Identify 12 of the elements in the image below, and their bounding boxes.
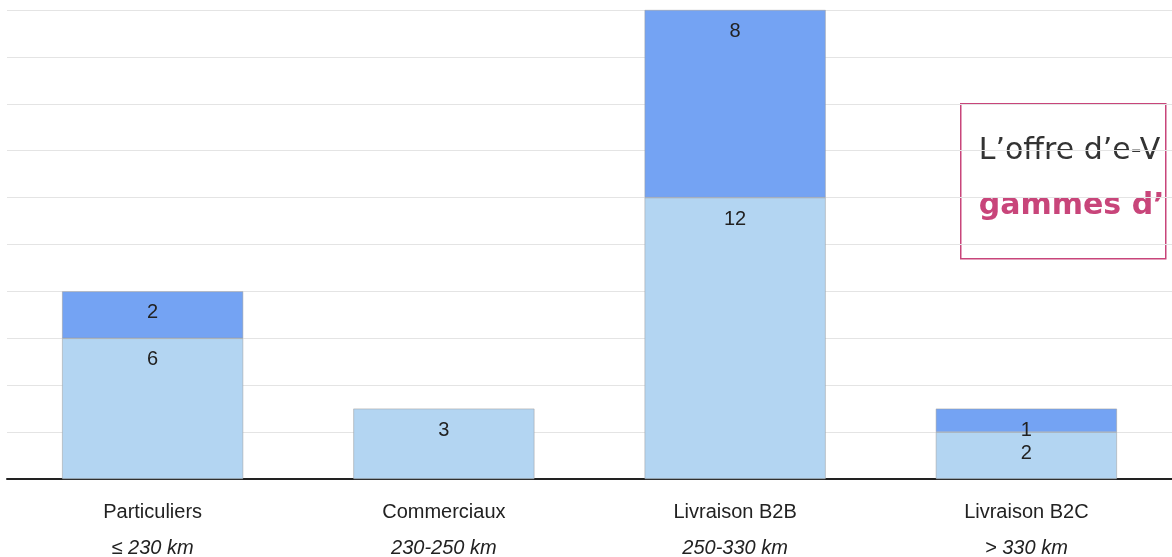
- data-label: 12: [724, 206, 747, 229]
- x-tick-label: Commerciaux 230-250 km: [382, 500, 506, 557]
- data-label: 2: [147, 300, 159, 323]
- data-label: 3: [438, 417, 450, 440]
- data-label: 8: [729, 19, 741, 41]
- x-tick-label: Particuliers ≤ 230 km: [103, 500, 203, 557]
- x-tick-label: Livraison B2C > 330 km: [964, 500, 1089, 557]
- data-label: 1: [1020, 417, 1032, 440]
- bar: [353, 408, 535, 479]
- data-label: 2: [1020, 441, 1032, 464]
- data-label: 6: [147, 347, 159, 370]
- x-tick-label: Livraison B2B 250-330 km: [673, 500, 797, 557]
